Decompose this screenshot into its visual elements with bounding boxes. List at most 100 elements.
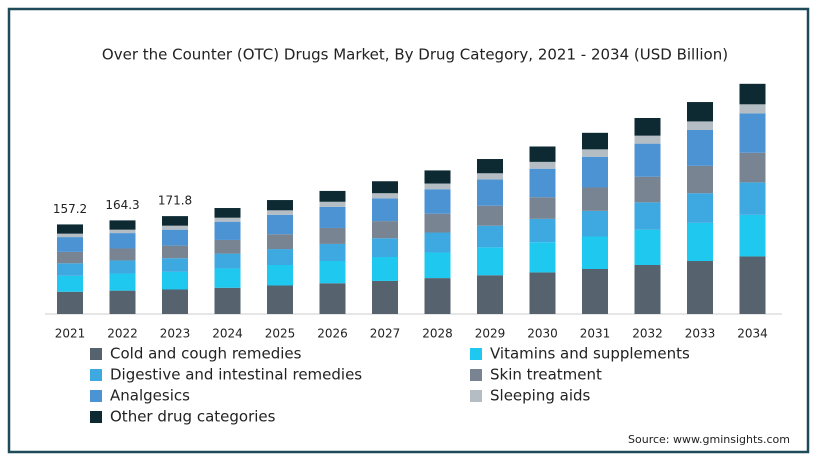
x-tick-label: 2022: [107, 327, 138, 341]
bar-segment: [214, 239, 241, 254]
bar-segment: [267, 285, 293, 314]
legend-swatch: [90, 369, 102, 381]
bar-segment: [582, 236, 608, 269]
bar-segment: [319, 243, 346, 262]
bar-segment: [529, 146, 556, 162]
bar-segment: [634, 143, 661, 177]
bar-segment: [424, 189, 451, 214]
bar-segment: [319, 206, 346, 228]
bar-segment: [109, 220, 136, 230]
bar-segment: [109, 290, 136, 314]
bar-segment: [477, 205, 503, 226]
bar-segment: [529, 161, 556, 169]
bar-segment: [477, 179, 503, 206]
bar-segment: [319, 190, 346, 202]
bar-segment: [372, 181, 398, 194]
bar-segment: [162, 225, 188, 230]
x-tick-label: 2029: [475, 327, 506, 341]
bar-segment: [424, 252, 451, 279]
bar-segment: [372, 280, 398, 314]
legend-label: Digestive and intestinal remedies: [110, 366, 362, 384]
bar-segment: [319, 227, 346, 244]
source: Source: www.gminsights.com: [628, 433, 790, 446]
legend-label: Analgesics: [110, 387, 190, 405]
bar-segment: [739, 152, 766, 183]
x-tick-label: 2023: [160, 327, 191, 341]
bar-segment: [109, 233, 136, 249]
bar-segment: [214, 287, 241, 314]
legend-label: Skin treatment: [490, 366, 602, 384]
bar-segment: [57, 251, 83, 264]
frame: [7, 7, 810, 454]
bar-segment: [424, 232, 451, 253]
bar-segment: [687, 165, 713, 194]
bar-segment: [582, 187, 608, 211]
legend-label: Cold and cough remedies: [110, 345, 302, 363]
bar-segment: [477, 159, 503, 174]
bar-segment: [529, 197, 556, 219]
bar-segment: [372, 238, 398, 258]
bar-segment: [372, 193, 398, 199]
x-tick-label: 2031: [580, 327, 611, 341]
bar-segment: [687, 121, 713, 130]
bar-segment: [267, 210, 293, 215]
legend-label: Other drug categories: [110, 408, 276, 426]
bar-segment: [372, 198, 398, 222]
bar-segment: [424, 278, 451, 314]
total-label: 164.3: [105, 198, 139, 212]
bar-segment: [739, 83, 766, 105]
x-tick-label: 2024: [212, 327, 243, 341]
chart-title: Over the Counter (OTC) Drugs Market, By …: [102, 46, 728, 64]
bar-segment: [57, 237, 83, 252]
bar-segment: [477, 173, 503, 180]
bar-segment: [162, 229, 188, 246]
bar-segment: [267, 234, 293, 250]
bar-segment: [687, 193, 713, 223]
bar-segment: [582, 156, 608, 188]
bar-segment: [582, 268, 608, 314]
bar-segment: [162, 216, 188, 226]
bar-segment: [214, 221, 241, 240]
bar-segment: [267, 200, 293, 211]
x-tick-label: 2026: [317, 327, 348, 341]
bar-segment: [739, 104, 766, 114]
bar-segment: [739, 256, 766, 314]
x-tick-label: 2025: [265, 327, 296, 341]
bar-segment: [57, 275, 83, 292]
bar-segment: [162, 258, 188, 272]
bar-segment: [477, 247, 503, 276]
total-label: 157.2: [53, 202, 87, 216]
legend-swatch: [90, 348, 102, 360]
legend-label: Sleeping aids: [490, 387, 591, 405]
bar-segment: [214, 253, 241, 269]
bar-segment: [739, 214, 766, 257]
legend-swatch: [90, 390, 102, 402]
bar-segment: [739, 182, 766, 215]
total-label: 171.8: [158, 194, 192, 208]
bar-segment: [424, 183, 451, 190]
bar-segment: [319, 283, 346, 314]
bar-segment: [109, 260, 136, 274]
x-tick-label: 2032: [632, 327, 663, 341]
x-tick-label: 2033: [685, 327, 716, 341]
bar-segment: [372, 257, 398, 281]
bar-segment: [214, 217, 241, 222]
bar-segment: [582, 132, 608, 150]
x-tick-label: 2034: [737, 327, 768, 341]
bar-segment: [162, 289, 188, 314]
bar-segment: [372, 221, 398, 239]
bar-segment: [687, 261, 713, 314]
bar-segment: [687, 129, 713, 166]
legend-swatch: [470, 390, 482, 402]
bar-segment: [634, 265, 661, 314]
x-tick-label: 2027: [370, 327, 401, 341]
legend-swatch: [90, 411, 102, 423]
bar-segment: [634, 135, 661, 144]
bar-segment: [582, 149, 608, 157]
x-tick-label: 2028: [422, 327, 453, 341]
bar-segment: [57, 224, 83, 234]
bar-segment: [477, 225, 503, 248]
bar-segment: [424, 170, 451, 184]
x-tick-label: 2021: [55, 327, 86, 341]
